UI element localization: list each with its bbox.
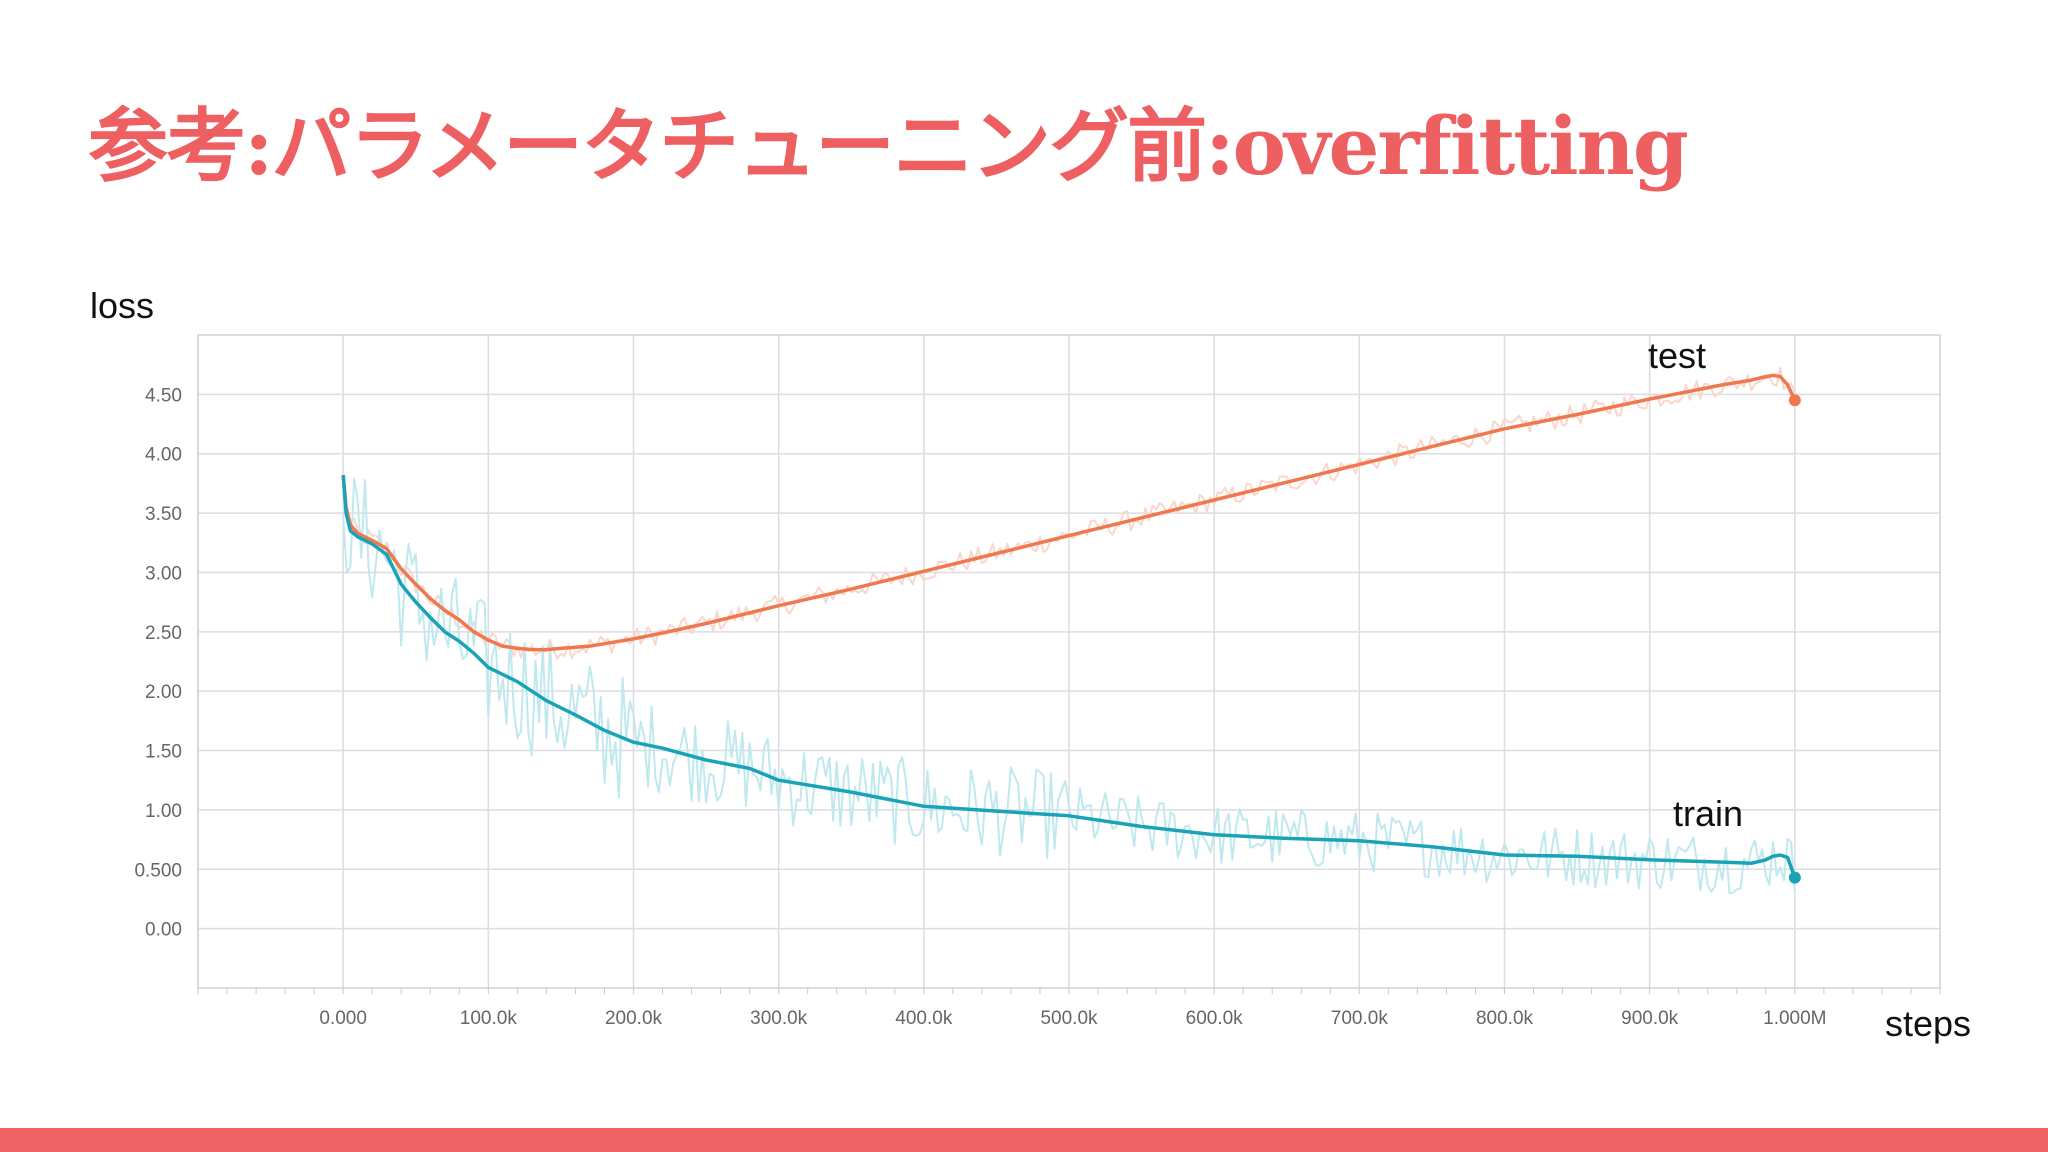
endpoint-marker-train (1788, 871, 1801, 884)
raw-line-train (342, 477, 1796, 895)
series-line-test (341, 373, 1797, 652)
series-line-train (341, 474, 1797, 879)
x-axis-label: steps (1885, 1003, 1971, 1044)
grid-lines (197, 335, 1940, 988)
x-tick-label: 400.0k (895, 1008, 953, 1029)
x-tick-label: 100.0k (460, 1008, 518, 1029)
tick-labels: 0.000 100.0k 200.0k 300.0k 400.0k 500.0k 600.0… (134, 385, 1826, 1029)
y-tick-label: 0.00 (145, 920, 182, 941)
x-tick-label: 600.0k (1186, 1008, 1244, 1029)
plot-frame (197, 334, 1941, 994)
y-tick-label: 3.50 (145, 504, 182, 525)
y-tick-label: 2.00 (145, 682, 182, 703)
y-tick-label: 1.50 (145, 742, 182, 763)
x-tick-label: 1.000M (1763, 1008, 1826, 1029)
y-axis-label: loss (90, 285, 154, 326)
x-tick-label: 300.0k (750, 1008, 808, 1029)
endpoint-marker-test (1788, 394, 1801, 407)
y-tick-label: 0.500 (134, 860, 182, 881)
x-tick-label: 500.0k (1040, 1008, 1098, 1029)
x-tick-label: 200.0k (605, 1008, 663, 1029)
x-tick-label: 700.0k (1331, 1008, 1389, 1029)
x-tick-label: 900.0k (1621, 1008, 1679, 1029)
y-tick-label: 2.50 (145, 623, 182, 644)
smoothed-series (341, 373, 1801, 884)
y-tick-label: 4.50 (145, 385, 182, 406)
accent-bar (0, 1128, 2048, 1152)
slide-title: 参考:パラメータチューニング前:overfitting (88, 99, 1689, 193)
y-tick-label: 4.00 (145, 445, 182, 466)
x-tick-label: 0.000 (319, 1008, 367, 1029)
y-tick-label: 1.00 (145, 801, 182, 822)
x-tick-label: 800.0k (1476, 1008, 1534, 1029)
y-tick-label: 3.00 (145, 563, 182, 584)
series-label-test: test (1648, 335, 1706, 376)
series-label-train: train (1673, 793, 1743, 834)
